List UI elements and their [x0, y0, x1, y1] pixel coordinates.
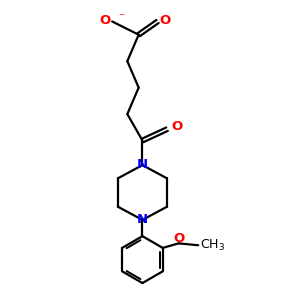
Text: N: N [137, 213, 148, 226]
Text: O: O [99, 14, 110, 27]
Text: N: N [137, 158, 148, 171]
Text: $^-$: $^-$ [117, 12, 126, 22]
Text: O: O [172, 120, 183, 133]
Text: O: O [174, 232, 185, 244]
Text: O: O [159, 14, 171, 27]
Text: CH$_3$: CH$_3$ [200, 238, 225, 253]
